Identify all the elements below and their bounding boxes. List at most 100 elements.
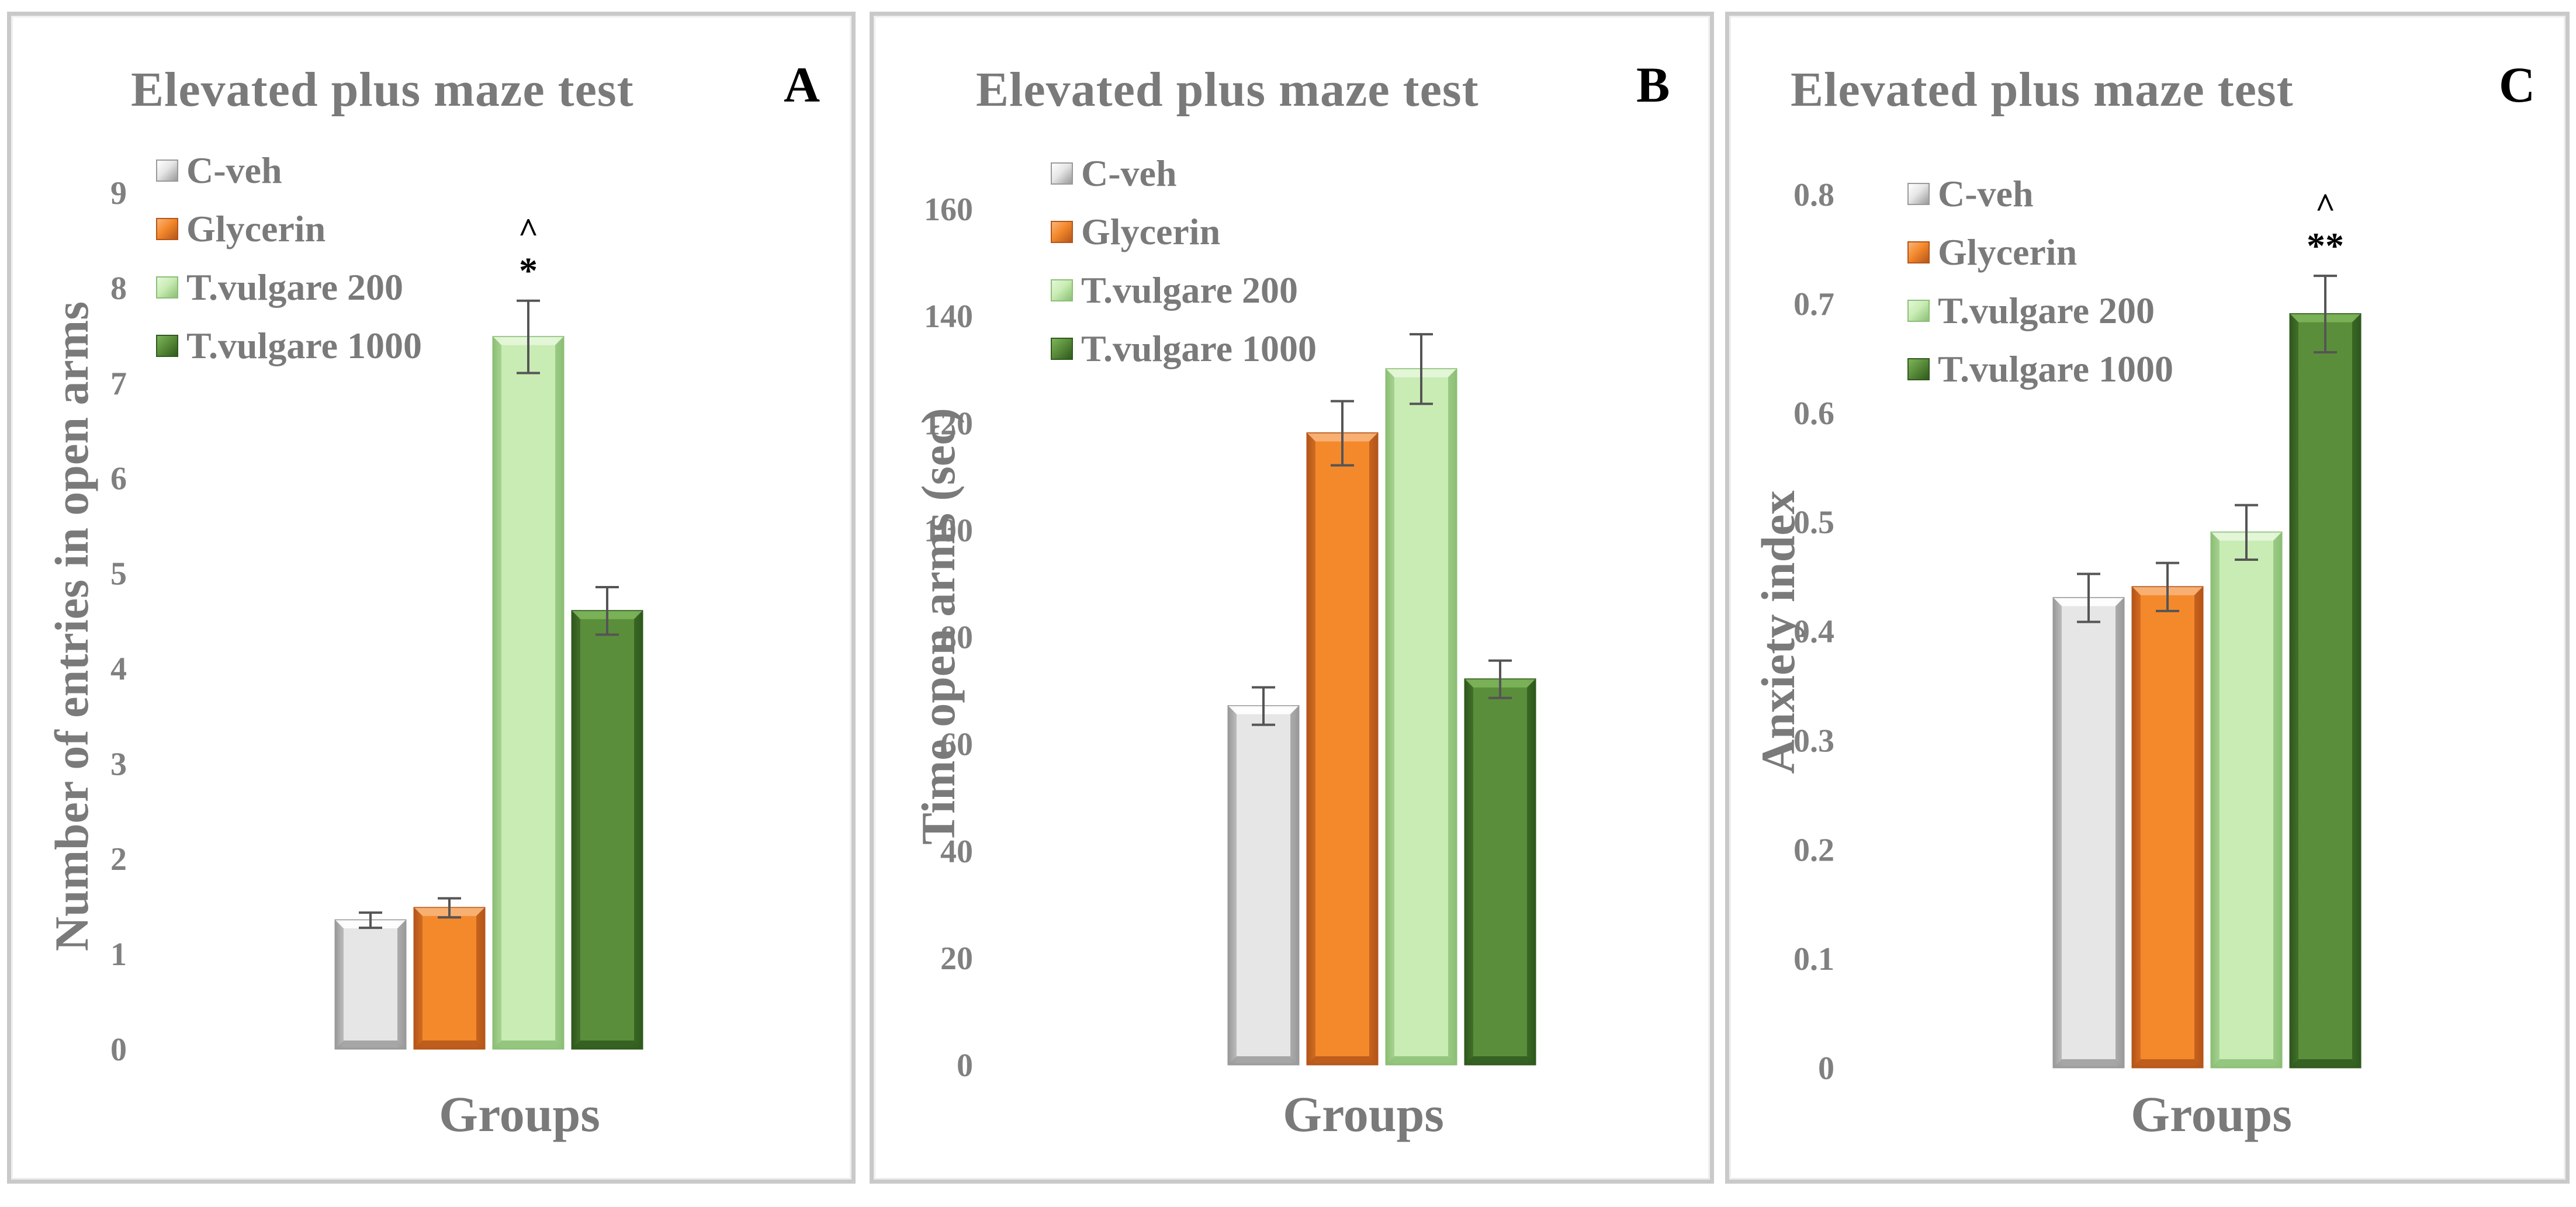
- y-tick-label: 140: [924, 299, 973, 335]
- y-tick-label: 1: [110, 937, 127, 973]
- bar: [1385, 368, 1457, 1066]
- y-tick-label: 0.4: [1793, 614, 1834, 650]
- y-tick-label: 0.8: [1793, 177, 1834, 213]
- chart-b-panel-letter: B: [1636, 57, 1670, 113]
- legend-label: Glycerin: [1938, 231, 2078, 273]
- error-bar: [595, 585, 619, 636]
- bar: [1306, 432, 1379, 1066]
- y-tick-label: 0: [110, 1032, 127, 1068]
- y-tick-label: 6: [110, 461, 127, 497]
- legend-item: T.vulgare 1000: [1907, 340, 2173, 398]
- chart-c-x-axis-label: Groups: [2131, 1086, 2292, 1142]
- legend-label: C-veh: [186, 150, 282, 191]
- legend-swatch: [1051, 221, 1073, 243]
- legend-swatch: [156, 218, 178, 240]
- y-tick-label: 0.7: [1793, 286, 1834, 322]
- chart-panel-c: 0 0.1 0.2 0.3 0.4 0.5 0.6 0.7 0.8 ^ ** Elevated pl…: [1725, 12, 2570, 1184]
- chart-a-plot: 0 1 2 3 4 5 6 7 8 9 ^*: [110, 175, 643, 1068]
- error-bar: [359, 911, 382, 929]
- error-bar: [1488, 659, 1512, 699]
- chart-a-title: Elevated plus maze test: [131, 63, 634, 117]
- y-tick-label: 5: [110, 556, 127, 592]
- chart-a-panel-letter: A: [784, 57, 820, 113]
- y-tick-label: 80: [940, 620, 973, 656]
- bar: [1227, 705, 1300, 1066]
- bar: [492, 336, 565, 1050]
- chart-b-x-axis-label: Groups: [1283, 1086, 1444, 1142]
- chart-c-y-axis-label: Anxiety index: [1751, 490, 1805, 774]
- chart-panel-a: 0 1 2 3 4 5 6 7 8 9 ^ * Elevated plus maze test A N…: [7, 12, 856, 1184]
- legend-label: T.vulgare 200: [186, 266, 403, 308]
- significance-label: ^: [2315, 186, 2336, 225]
- legend-item: Glycerin: [156, 200, 422, 258]
- y-tick-label: 2: [110, 841, 127, 877]
- bar: [334, 919, 407, 1050]
- legend-item: T.vulgare 200: [1907, 282, 2173, 340]
- y-tick-label: 0.2: [1793, 832, 1834, 868]
- legend-item: Glycerin: [1907, 223, 2173, 282]
- legend-label: Glycerin: [186, 208, 326, 249]
- chart-c-legend: C-veh Glycerin T.vulgare 200 T.vulgare 1000: [1907, 165, 2173, 398]
- legend-swatch: [1907, 300, 1930, 322]
- legend-label: T.vulgare 1000: [1081, 328, 1317, 369]
- legend-label: C-veh: [1938, 173, 2034, 214]
- error-bar: [2077, 573, 2100, 623]
- legend-item: C-veh: [1051, 144, 1317, 203]
- legend-label: T.vulgare 1000: [1938, 348, 2173, 390]
- chart-c-panel-letter: C: [2499, 57, 2536, 113]
- y-tick-label: 0: [1818, 1050, 1834, 1087]
- chart-a-legend: C-veh Glycerin T.vulgare 200 T.vulgare 1000: [156, 141, 422, 375]
- y-tick-label: 100: [924, 512, 973, 549]
- chart-a-x-axis-label: Groups: [439, 1086, 600, 1142]
- y-tick-label: 0.5: [1793, 505, 1834, 541]
- error-bar: [517, 299, 540, 374]
- chart-b-legend: C-veh Glycerin T.vulgare 200 T.vulgare 1000: [1051, 144, 1317, 378]
- chart-c-plot: 0 0.1 0.2 0.3 0.4 0.5 0.6 0.7 0.8 ^**: [1793, 177, 2362, 1087]
- legend-item: T.vulgare 200: [156, 258, 422, 317]
- legend-swatch: [1051, 338, 1073, 360]
- bar: [413, 907, 486, 1050]
- legend-label: C-veh: [1081, 152, 1177, 194]
- y-tick-label: 0: [957, 1048, 973, 1084]
- y-tick-label: 3: [110, 746, 127, 782]
- legend-item: T.vulgare 1000: [156, 317, 422, 375]
- bar: [571, 610, 643, 1050]
- chart-c-title: Elevated plus maze test: [1791, 63, 2294, 117]
- error-bar: [1410, 333, 1433, 405]
- legend-swatch: [1907, 358, 1930, 380]
- chart-b-plot: 0 20 40 60 80 100 120 140 160: [924, 192, 1536, 1084]
- significance-label: **: [2307, 225, 2344, 266]
- y-tick-label: 20: [940, 941, 973, 977]
- legend-swatch: [1051, 279, 1073, 301]
- legend-swatch: [1907, 241, 1930, 263]
- error-bar: [438, 897, 461, 919]
- legend-swatch: [1907, 183, 1930, 205]
- legend-label: T.vulgare 1000: [186, 325, 422, 366]
- bar: [2052, 596, 2125, 1069]
- chart-b-y-axis-label: Time open arms (sec): [912, 408, 965, 845]
- chart-b-title: Elevated plus maze test: [976, 63, 1479, 117]
- y-tick-label: 120: [924, 405, 973, 442]
- chart-a-y-axis-label: Number of entries in open arms: [45, 301, 98, 952]
- y-tick-label: 9: [110, 175, 127, 211]
- bar: [1464, 678, 1536, 1066]
- legend-item: T.vulgare 1000: [1051, 320, 1317, 378]
- significance-label: *: [519, 250, 538, 292]
- chart-panel-b: 0 20 40 60 80 100 120 140 160 Elevated plus maze…: [870, 12, 1714, 1184]
- y-tick-label: 0.6: [1793, 396, 1834, 432]
- legend-item: C-veh: [1907, 165, 2173, 223]
- y-tick-label: 7: [110, 366, 127, 402]
- legend-swatch: [156, 335, 178, 357]
- bar: [2131, 586, 2204, 1069]
- error-bar: [1331, 400, 1354, 467]
- legend-item: Glycerin: [1051, 203, 1317, 261]
- y-tick-label: 160: [924, 192, 973, 228]
- legend-item: C-veh: [156, 141, 422, 200]
- y-tick-label: 4: [110, 651, 127, 687]
- legend-label: T.vulgare 200: [1938, 290, 2155, 331]
- legend-swatch: [156, 276, 178, 299]
- y-tick-label: 0.3: [1793, 723, 1834, 759]
- y-tick-label: 60: [940, 727, 973, 763]
- y-tick-label: 8: [110, 270, 127, 307]
- legend-item: T.vulgare 200: [1051, 261, 1317, 320]
